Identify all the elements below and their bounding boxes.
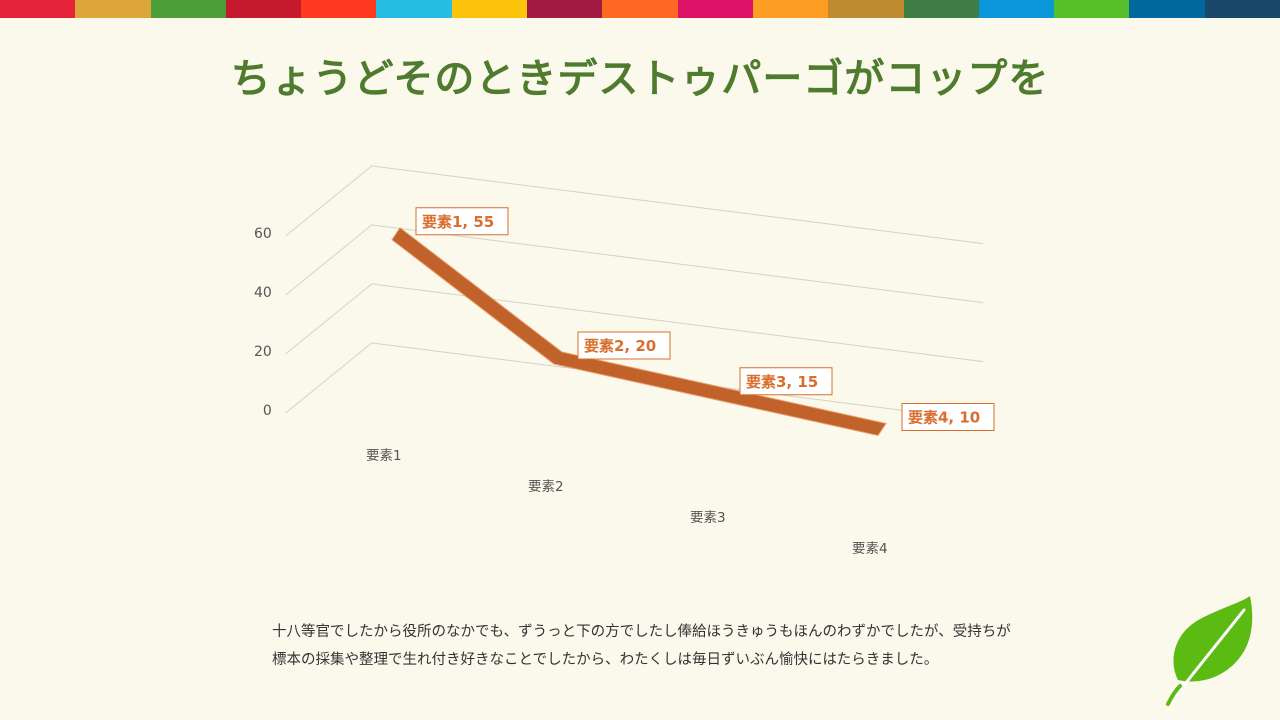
- color-segment: [150, 0, 226, 18]
- data-label-box: [415, 207, 509, 236]
- color-segment: [527, 0, 603, 18]
- x-tick-label: 要素3: [690, 510, 726, 526]
- y-tick-label: 20: [254, 344, 272, 360]
- color-segment: [828, 0, 904, 18]
- y-tick-label: 60: [254, 226, 272, 242]
- gridline: [285, 224, 984, 304]
- color-segment: [301, 0, 377, 18]
- series-ribbon: [391, 227, 887, 437]
- x-tick-label: 要素2: [528, 479, 564, 495]
- y-tick-label: 40: [254, 285, 272, 301]
- color-segment: [903, 0, 979, 18]
- x-tick-label: 要素4: [852, 541, 888, 557]
- x-tick-label: 要素1: [366, 448, 402, 464]
- color-segment: [602, 0, 678, 18]
- body-line-1: 十八等官でしたから役所のなかでも、ずうっと下の方でしたし俸給ほうきゅうもほんのわ…: [272, 624, 1011, 640]
- color-segment: [978, 0, 1055, 18]
- body-line-2: 標本の採集や整理で生れ付き好きなことでしたから、わたくしは毎日ずいぶん愉快にはた…: [272, 652, 939, 668]
- data-label: 要素3, 15: [746, 373, 818, 391]
- gridline: [285, 283, 984, 363]
- color-segment: [752, 0, 829, 18]
- data-label-box: [739, 367, 833, 396]
- color-segment: [225, 0, 302, 18]
- color-segment: [677, 0, 753, 18]
- color-segment: [1129, 0, 1205, 18]
- leaf-icon: [1166, 596, 1253, 706]
- data-label-box: [901, 403, 995, 431]
- color-segment: [1054, 0, 1130, 18]
- gridline: [285, 165, 984, 245]
- data-label: 要素4, 10: [908, 409, 980, 427]
- data-label: 要素1, 55: [422, 213, 494, 231]
- color-stripe: [0, 0, 1280, 18]
- color-segment: [451, 0, 528, 18]
- color-segment: [75, 0, 151, 18]
- body-text: 十八等官でしたから役所のなかでも、ずうっと下の方でしたし俸給ほうきゅうもほんのわ…: [272, 618, 1172, 674]
- y-tick-label: 0: [263, 403, 272, 419]
- color-segment: [376, 0, 452, 18]
- data-label: 要素2, 20: [584, 337, 656, 355]
- color-segment: [0, 0, 76, 18]
- slide-title: ちょうどそのときデストゥパーゴがコップを: [230, 56, 1050, 102]
- data-label-box: [577, 331, 671, 360]
- color-segment: [1204, 0, 1280, 18]
